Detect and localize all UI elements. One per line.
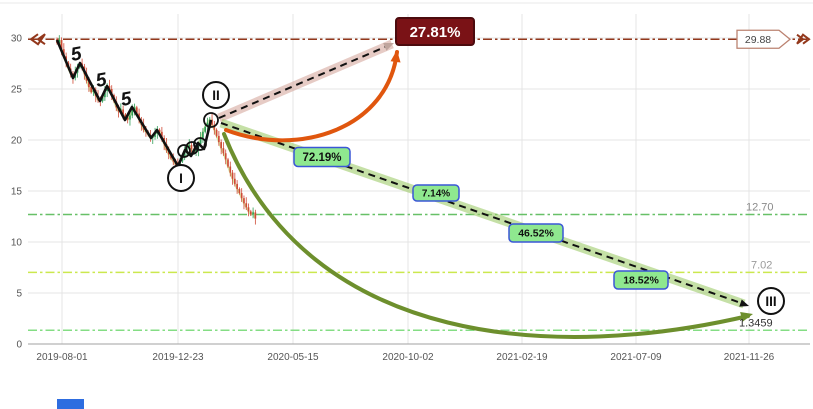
pivot-circle[interactable] xyxy=(203,112,219,128)
candle-body xyxy=(213,124,216,130)
x-axis-tick-label: 2021-02-19 xyxy=(496,352,548,363)
candle-body xyxy=(154,133,156,137)
pivot-circle[interactable] xyxy=(193,137,207,151)
candle-body xyxy=(135,107,138,114)
candle-body xyxy=(104,91,106,98)
trend-up-dashed-line[interactable] xyxy=(218,43,393,119)
x-axis-tick-label: 2019-12-23 xyxy=(152,352,204,363)
candle-body xyxy=(88,80,90,87)
percent-label-text[interactable]: 72.19% xyxy=(302,152,341,164)
x-axis-tick-label: 2020-10-02 xyxy=(382,352,434,363)
candle-body xyxy=(243,198,245,204)
roman-marker-circle[interactable] xyxy=(167,164,195,192)
level-right-chevrons-icon xyxy=(796,33,811,45)
candle-body xyxy=(202,131,204,138)
candle-body xyxy=(220,142,223,149)
trend-up-arrowhead-icon[interactable] xyxy=(383,43,394,51)
orange-curved-arrow[interactable] xyxy=(224,50,399,143)
candle-body xyxy=(110,89,113,96)
candle-body xyxy=(60,40,63,50)
wave-label[interactable]: 5 xyxy=(119,88,133,111)
y-axis-tick-label: 20 xyxy=(11,136,23,147)
roman-marker-circle[interactable] xyxy=(202,81,230,109)
wave-label[interactable]: 5 xyxy=(69,43,83,66)
candle-body xyxy=(240,193,243,199)
candle-body xyxy=(231,172,234,179)
candle-body xyxy=(249,211,252,215)
candle-body xyxy=(236,183,238,189)
orange-arrowhead-icon[interactable] xyxy=(390,50,401,63)
candle-body xyxy=(122,109,124,115)
candle-body xyxy=(206,122,209,127)
candle-body xyxy=(229,166,232,173)
candle-body xyxy=(188,145,191,148)
y-axis-tick-label: 15 xyxy=(11,187,23,198)
price-callout-box[interactable] xyxy=(736,29,792,49)
olive-curved-arrow[interactable] xyxy=(222,132,750,339)
y-axis-tick-label: 30 xyxy=(11,34,23,45)
candle-body xyxy=(215,129,218,136)
percent-label-box[interactable] xyxy=(613,270,669,290)
percent-label-box[interactable] xyxy=(508,223,564,243)
candle-body xyxy=(238,188,241,194)
y-axis-tick-label: 5 xyxy=(16,289,22,300)
level-price-label[interactable]: 7.02 xyxy=(751,259,772,271)
y-axis-tick-label: 10 xyxy=(11,238,23,249)
y-axis-tick-label: 0 xyxy=(16,340,22,351)
trend-down-arrowhead-icon[interactable] xyxy=(739,299,749,307)
bottom-blue-bar xyxy=(57,399,84,409)
candle-body xyxy=(224,153,227,160)
candle-body xyxy=(204,126,207,132)
candle-body xyxy=(161,131,163,138)
x-axis-tick-label: 2020-05-15 xyxy=(267,352,319,363)
candle-body xyxy=(190,145,193,150)
percent-label-box[interactable] xyxy=(293,146,351,168)
candle-body xyxy=(129,115,131,120)
candle-body xyxy=(218,135,220,143)
candle-body xyxy=(58,40,61,44)
candle-body xyxy=(254,212,257,219)
target-percent-text[interactable]: 27.81% xyxy=(410,24,461,41)
pivot-circle[interactable] xyxy=(177,144,191,158)
percent-label-text[interactable]: 46.52% xyxy=(518,228,554,240)
y-axis-tick-label: 25 xyxy=(11,85,23,96)
candle-body xyxy=(126,117,129,120)
x-axis-tick-label: 2021-07-09 xyxy=(610,352,662,363)
candle-body xyxy=(108,85,111,89)
roman-marker-text[interactable]: I xyxy=(179,171,183,186)
olive-arrowhead-icon[interactable] xyxy=(740,312,753,322)
level-price-label[interactable]: 12.70 xyxy=(746,201,774,213)
target-percent-box[interactable] xyxy=(395,17,475,46)
candle-body xyxy=(227,159,229,167)
candle-body xyxy=(62,49,65,57)
x-axis-tick-label: 2021-11-26 xyxy=(724,352,775,363)
candle-body xyxy=(222,148,225,154)
percent-label-text[interactable]: 18.52% xyxy=(623,275,659,287)
x-axis-tick-label: 2019-08-01 xyxy=(36,352,88,363)
candle-body xyxy=(211,119,213,125)
roman-marker-text[interactable]: III xyxy=(765,294,776,309)
percent-label-text[interactable]: 7.14% xyxy=(422,189,450,200)
candle-body xyxy=(252,212,254,215)
level-left-chevrons-icon xyxy=(29,33,46,46)
wave-label[interactable]: 5 xyxy=(94,69,108,92)
price-callout-text[interactable]: 29.88 xyxy=(745,34,771,46)
pivot-circle[interactable] xyxy=(185,141,199,155)
candle-body xyxy=(199,137,202,145)
percent-label-box[interactable] xyxy=(412,184,460,202)
candle-body xyxy=(158,129,161,132)
roman-marker-text[interactable]: II xyxy=(212,88,220,103)
candle-body xyxy=(131,110,134,116)
candle-body xyxy=(247,207,250,212)
roman-marker-circle[interactable] xyxy=(757,287,785,315)
candle-body xyxy=(233,178,236,184)
candle-body xyxy=(90,86,93,93)
candle-body xyxy=(245,203,248,208)
candle-body xyxy=(101,97,104,102)
level-price-label[interactable]: 1.3459 xyxy=(739,317,773,329)
candle-body xyxy=(124,114,127,118)
